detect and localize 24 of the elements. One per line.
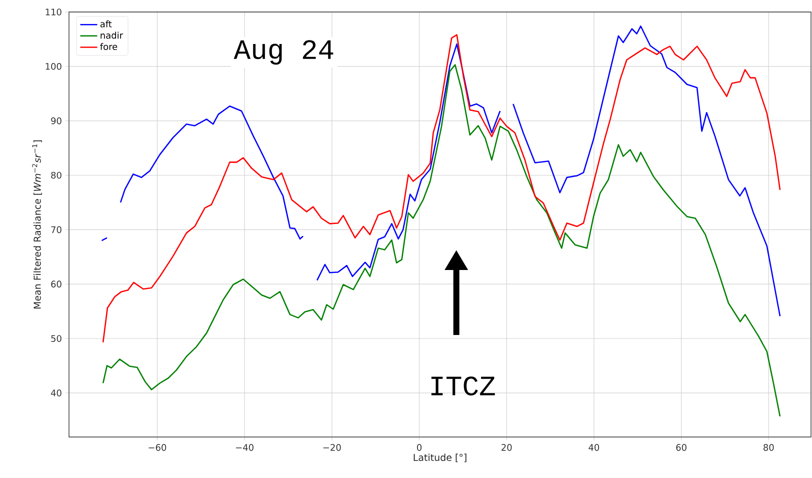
legend-label: nadir xyxy=(100,32,124,39)
annotation: ITCZ xyxy=(431,376,495,396)
x-axis-title: Latitude [°] xyxy=(414,454,466,462)
x-tick-label: −60 xyxy=(148,444,166,451)
x-tick-label: −20 xyxy=(323,444,341,451)
x-tick-label: 40 xyxy=(588,444,600,451)
line-series xyxy=(102,64,781,417)
x-tick-label: 80 xyxy=(764,444,774,451)
y-tick-label: 70 xyxy=(51,226,62,234)
x-tick-label: 60 xyxy=(676,444,686,451)
legend-label: aft xyxy=(100,20,112,28)
x-tick-label: 0 xyxy=(416,444,422,451)
y-tick-label: 110 xyxy=(46,8,62,16)
y-tick-label: 50 xyxy=(51,335,62,342)
x-tick-label: 20 xyxy=(502,444,512,451)
annotation: Aug 24 xyxy=(234,40,334,65)
y-tick-label: 100 xyxy=(46,63,62,70)
y-tick-label: 80 xyxy=(51,172,62,179)
legend-label: fore xyxy=(100,43,118,50)
y-tick-label: 60 xyxy=(51,280,62,288)
x-tick-label: −40 xyxy=(236,444,254,451)
y-tick-label: 90 xyxy=(51,117,62,124)
y-axis-title: Mean Filtered Radiance [Wm$^{−2}$sr$^{−1}$] xyxy=(32,140,42,309)
y-tick-label: 40 xyxy=(50,390,62,396)
